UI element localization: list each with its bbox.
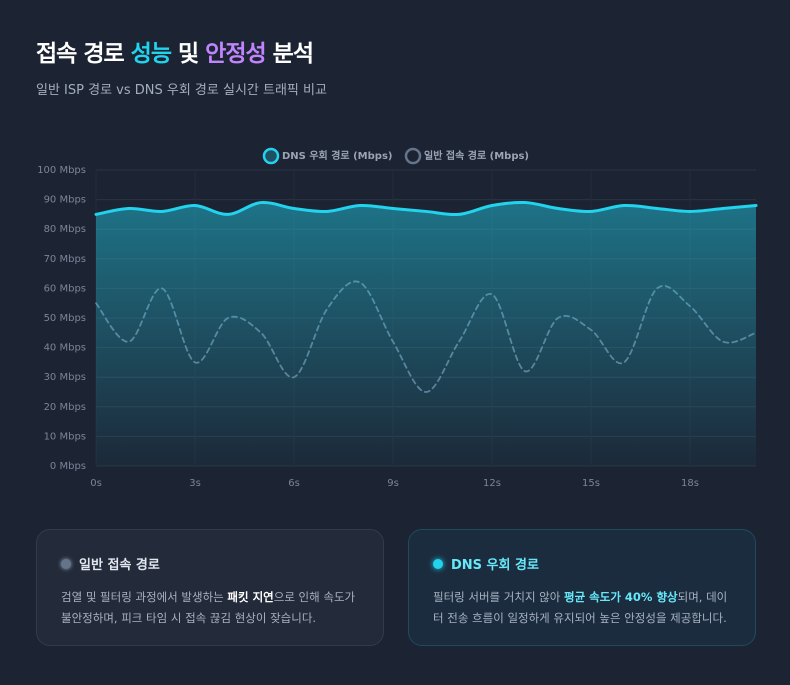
x-tick-label: 9s (387, 478, 399, 489)
y-tick-label: 10 Mbps (44, 431, 86, 442)
legend-marker (262, 147, 280, 165)
title-part: 분석 (265, 41, 314, 67)
dot (433, 558, 443, 569)
card-body: 검열 및 필터링 과정에서 발생하는 패킷 지연으로 인해 속도가 불안정하며,… (61, 587, 359, 629)
x-tick-label: 18s (681, 478, 699, 489)
card-title: 일반 접속 경로 (61, 554, 359, 573)
title-part: 안정성 (205, 41, 266, 67)
card-title-text: 일반 접속 경로 (79, 558, 160, 573)
text: 검열 및 필터링 과정에서 발생하는 (61, 590, 228, 604)
card-title: DNS 우회 경로 (433, 554, 731, 573)
y-tick-label: 100 Mbps (37, 165, 86, 176)
chart: 0 Mbps 10 Mbps 20 Mbps 30 Mbps 40 Mbps 50 Mbp… (37, 147, 758, 489)
y-tick-label: 70 Mbps (44, 254, 86, 265)
bold-text: 패킷 지연 (227, 590, 274, 604)
x-tick-label: 15s (582, 478, 600, 489)
x-tick-label: 6s (288, 478, 300, 489)
y-tick-label: 40 Mbps (44, 343, 86, 354)
title-part: 및 (170, 41, 206, 67)
card-body: 필터링 서버를 거치지 않아 평균 속도가 40% 향상되며, 데이터 전송 흐… (433, 587, 731, 629)
y-tick-label: 20 Mbps (44, 402, 86, 413)
title: 접속 경로 성능 및 안정성 분석 (36, 34, 314, 68)
text: 되며, 데이터 전송 흐름이 일정하게 유지되어 높은 안정성을 제공합니다. (433, 590, 728, 625)
y-tick-label: 50 Mbps (44, 313, 86, 324)
text: 필터링 서버를 거치지 않아 (433, 590, 565, 604)
legend-marker (404, 147, 422, 165)
bold-text: 평균 속도가 40% 향상 (564, 590, 678, 604)
x-tick-label: 0s (90, 478, 102, 489)
legend-label: DNS 우회 경로 (Mbps) (282, 149, 392, 162)
dot (61, 558, 71, 569)
subtitle: 일반 ISP 경로 vs DNS 우회 경로 실시간 트래픽 비교 (36, 83, 327, 98)
area (96, 202, 756, 467)
card: 일반 접속 경로 검열 및 필터링 과정에서 발생하는 패킷 지연으로 인해 속… (36, 529, 384, 646)
y-tick-label: 0 Mbps (50, 461, 86, 472)
x-tick-label: 12s (483, 478, 501, 489)
y-tick-label: 30 Mbps (44, 372, 86, 383)
text: 으로 인해 속도가 불안정하며, 피크 타임 시 접속 끊김 현상이 잦습니다. (61, 590, 356, 625)
title-part: 접속 경로 (36, 41, 131, 67)
line (94, 200, 758, 217)
y-tick-label: 80 Mbps (44, 224, 86, 235)
y-tick-label: 60 Mbps (44, 283, 86, 294)
title-part: 성능 (130, 41, 172, 67)
legend-label: 일반 접속 경로 (Mbps) (424, 149, 529, 162)
card: DNS 우회 경로 필터링 서버를 거치지 않아 평균 속도가 40% 향상되며… (408, 529, 756, 646)
card-title-text: DNS 우회 경로 (451, 558, 539, 573)
y-tick-label: 90 Mbps (44, 195, 86, 206)
x-tick-label: 3s (189, 478, 201, 489)
